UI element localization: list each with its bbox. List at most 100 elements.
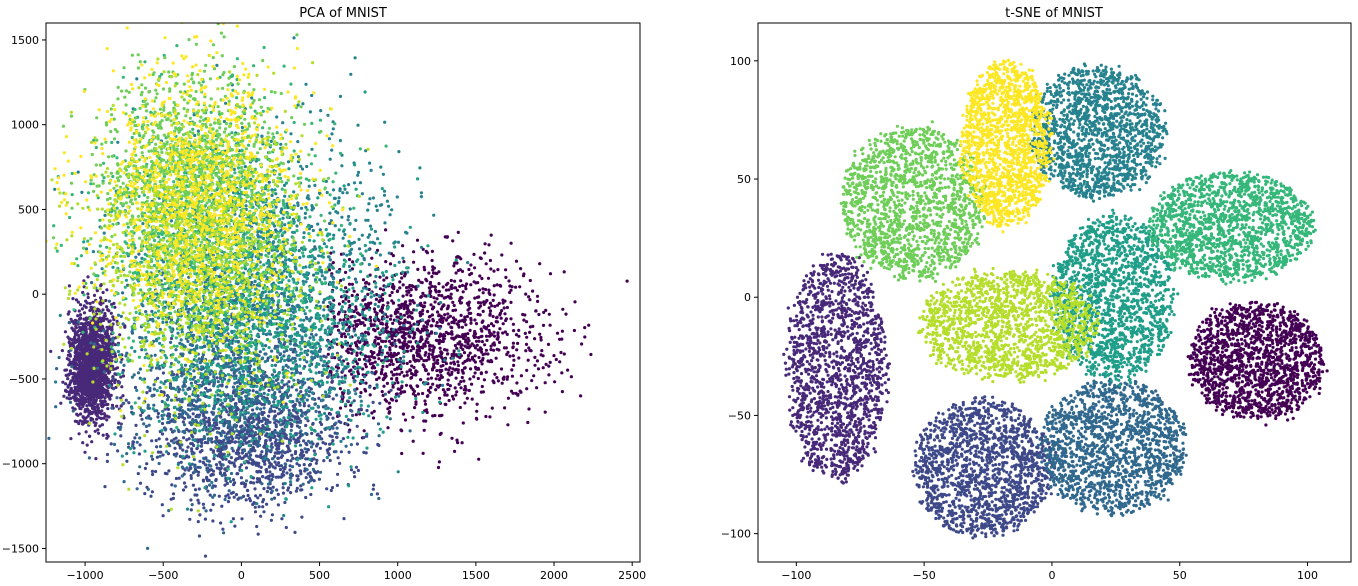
scatter-point xyxy=(72,382,77,386)
scatter-point xyxy=(453,386,457,390)
scatter-point xyxy=(314,461,318,465)
scatter-point xyxy=(437,289,441,293)
scatter-point xyxy=(160,432,165,436)
scatter-point xyxy=(82,304,86,308)
scatter-point xyxy=(246,489,250,493)
scatter-point xyxy=(409,288,413,292)
scatter-point xyxy=(386,426,390,430)
scatter-point xyxy=(429,324,433,328)
scatter-point xyxy=(480,320,484,324)
scatter-point xyxy=(320,437,324,441)
scatter-point xyxy=(181,420,185,424)
scatter-point xyxy=(374,370,378,374)
scatter-point xyxy=(452,336,456,340)
scatter-point xyxy=(456,363,460,368)
scatter-point xyxy=(140,348,144,352)
scatter-point xyxy=(506,350,510,354)
scatter-point xyxy=(82,311,87,315)
scatter-point xyxy=(532,374,536,378)
scatter-point xyxy=(118,380,122,385)
scatter-point xyxy=(432,358,436,362)
scatter-point xyxy=(386,301,390,305)
scatter-point xyxy=(219,466,223,470)
scatter-point xyxy=(487,306,491,310)
scatter-point xyxy=(587,323,591,327)
scatter-point xyxy=(232,483,236,487)
scatter-point xyxy=(101,325,105,329)
scatter-point xyxy=(400,384,404,388)
scatter-point xyxy=(338,318,342,322)
scatter-point xyxy=(401,283,405,287)
scatter-point xyxy=(401,244,405,248)
scatter-point xyxy=(450,372,454,376)
scatter-point xyxy=(468,377,472,381)
scatter-point xyxy=(473,365,478,369)
scatter-point xyxy=(97,373,102,378)
scatter-point xyxy=(189,381,193,385)
scatter-point xyxy=(78,398,82,402)
scatter-point xyxy=(89,305,93,309)
scatter-point xyxy=(155,445,159,449)
scatter-point xyxy=(423,301,427,305)
scatter-point xyxy=(473,346,478,350)
scatter-point xyxy=(305,398,309,402)
scatter-point xyxy=(326,352,330,356)
scatter-point xyxy=(300,488,304,492)
scatter-point xyxy=(361,367,365,371)
scatter-point xyxy=(384,228,388,232)
scatter-point xyxy=(539,335,543,340)
scatter-point xyxy=(246,493,250,498)
scatter-point xyxy=(211,519,215,523)
scatter-point xyxy=(402,260,406,264)
scatter-point xyxy=(270,489,274,493)
scatter-point xyxy=(403,336,407,340)
scatter-point xyxy=(201,460,205,464)
scatter-point xyxy=(283,500,287,505)
scatter-point xyxy=(265,321,269,325)
scatter-point xyxy=(362,429,366,433)
scatter-point xyxy=(161,371,165,375)
scatter-point xyxy=(352,470,356,474)
scatter-point xyxy=(430,258,434,263)
scatter-point xyxy=(458,405,462,410)
scatter-point xyxy=(218,455,223,459)
scatter-point xyxy=(89,411,93,415)
scatter-point xyxy=(337,302,341,306)
scatter-point xyxy=(450,336,454,340)
scatter-point xyxy=(393,339,397,343)
scatter-point xyxy=(523,331,527,335)
scatter-point xyxy=(424,351,428,355)
scatter-point xyxy=(100,378,104,383)
scatter-point xyxy=(437,282,441,286)
scatter-point xyxy=(491,314,495,319)
scatter-point xyxy=(399,306,403,310)
scatter-point xyxy=(253,505,257,509)
scatter-point xyxy=(506,375,510,379)
scatter-point xyxy=(93,410,97,414)
scatter-point xyxy=(437,460,441,464)
scatter-point xyxy=(446,332,450,336)
scatter-point xyxy=(127,401,131,405)
scatter-point xyxy=(487,243,491,247)
scatter-point xyxy=(369,322,373,326)
scatter-point xyxy=(526,358,530,362)
scatter-point xyxy=(296,477,300,481)
scatter-point xyxy=(372,351,376,355)
scatter-point xyxy=(396,315,400,319)
scatter-point xyxy=(431,305,435,309)
scatter-point xyxy=(264,468,269,472)
scatter-point xyxy=(277,464,281,468)
scatter-point xyxy=(524,349,528,353)
scatter-point xyxy=(108,337,112,341)
scatter-point xyxy=(427,355,431,359)
scatter-point xyxy=(440,413,444,417)
scatter-point xyxy=(81,422,85,426)
scatter-point xyxy=(476,336,481,340)
scatter-point xyxy=(505,377,509,381)
scatter-point xyxy=(248,497,252,501)
scatter-point xyxy=(413,285,417,289)
scatter-point xyxy=(413,406,417,410)
scatter-point xyxy=(242,449,246,453)
scatter-point xyxy=(108,397,112,401)
scatter-point xyxy=(267,427,271,431)
